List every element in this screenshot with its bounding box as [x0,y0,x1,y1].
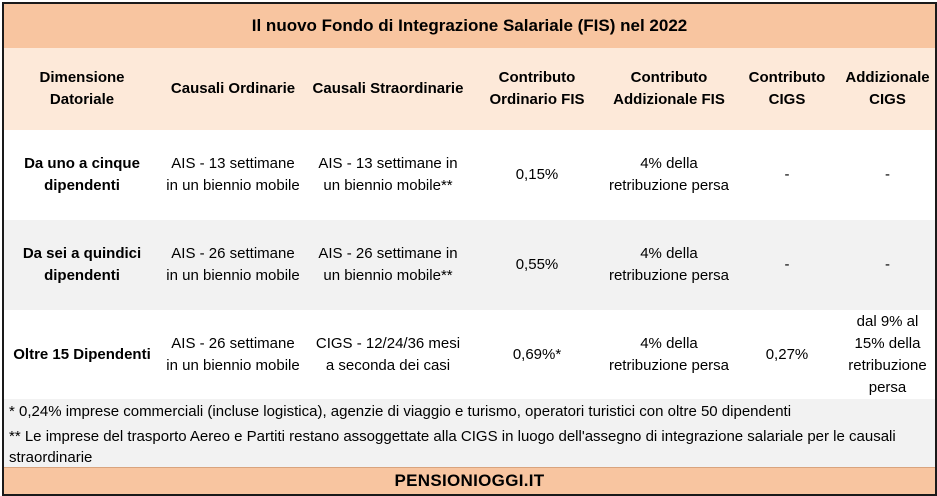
row-label: Oltre 15 Dipendenti [13,345,151,363]
header-contributo-ordinario: Contributo Ordinario FIS [489,69,585,108]
row-label: Da sei a quindici dipendenti [22,245,142,284]
table-row: Da uno a cinque dipendenti AIS - 13 sett… [4,130,935,220]
table-row: Oltre 15 Dipendenti AIS - 26 settimane i… [4,310,935,399]
table-cell: 4% della retribuzione persa [608,245,730,284]
table-cell: AIS - 26 settimane in un biennio mobile [166,334,300,374]
source-footer: PENSIONIOGGI.IT [4,467,935,494]
header-contributo-addizionale: Contributo Addizionale FIS [613,69,725,108]
table-cell: - [885,166,890,183]
table-cell: 4% della retribuzione persa [608,155,730,194]
header-causali-straordinarie: Causali Straordinarie [312,80,464,97]
table-cell: 4% della retribuzione persa [608,334,730,374]
table-cell: CIGS - 12/24/36 mesi a seconda dei casi [315,334,461,374]
footnotes: * 0,24% imprese commerciali (incluse log… [4,399,935,472]
row-label: Da uno a cinque dipendenti [24,155,140,194]
table-cell: AIS - 26 settimane in un biennio mobile*… [318,245,458,284]
table-cell: - [784,166,790,183]
table-cell: dal 9% al 15% della retribuzione persa [848,312,927,396]
table-cell: - [885,256,890,273]
header-dimensione: Dimensione Datoriale [39,69,125,108]
table-cell: - [784,256,790,273]
header-causali-ordinarie: Causali Ordinarie [170,80,296,97]
table-cell: 0,27% [765,345,809,363]
table-cell: 0,15% [515,166,559,183]
header-addizionale-cigs: Addizionale CIGS [845,69,930,108]
table-row: Da sei a quindici dipendenti AIS - 26 se… [4,220,935,310]
header-contributo-cigs: Contributo CIGS [748,69,826,108]
table-cell: AIS - 13 settimane in un biennio mobile [166,155,300,194]
header-row: Dimensione Datoriale Causali Ordinarie C… [4,48,935,130]
table-title: Il nuovo Fondo di Integrazione Salariale… [4,4,935,48]
footnote-2: ** Le imprese del trasporto Aereo e Part… [9,428,896,466]
table-cell: 0,69%* [512,345,562,363]
table-cell: AIS - 26 settimane in un biennio mobile [166,245,300,284]
footnote-1: * 0,24% imprese commerciali (incluse log… [9,403,792,420]
table-cell: 0,55% [515,256,559,273]
table-cell: AIS - 13 settimane in un biennio mobile*… [318,155,458,194]
